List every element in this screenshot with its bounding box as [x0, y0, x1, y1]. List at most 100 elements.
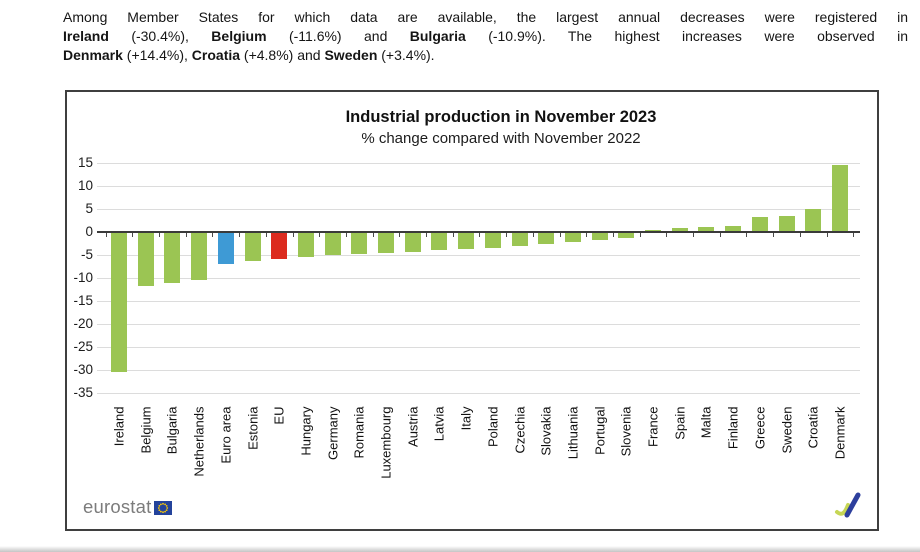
intro-text-segment: (-10.9%). The highest increases were obs…: [465, 28, 908, 44]
bar-luxembourg: [378, 232, 394, 253]
x-axis-tick: [586, 232, 588, 237]
eu-flag-icon: [154, 498, 173, 520]
bar-greece: [751, 217, 768, 232]
x-axis-tick: [399, 232, 401, 237]
bar-austria: [404, 232, 421, 252]
x-label-slovenia: Slovenia: [618, 406, 634, 457]
x-label-croatia: Croatia: [805, 406, 821, 449]
page-bottom-shadow: [0, 546, 920, 552]
x-axis-tick: [746, 232, 748, 237]
intro-text-segment: (+4.8%) and: [240, 47, 325, 63]
x-label-ireland: Ireland: [111, 406, 127, 447]
bar-france: [645, 229, 661, 232]
chart-title: Industrial production in November 2023: [345, 108, 657, 126]
x-axis-tick: [639, 232, 641, 237]
x-axis-tick: [666, 232, 668, 237]
bar-croatia: [805, 209, 822, 232]
x-axis-tick: [853, 232, 855, 237]
x-axis-tick: [239, 232, 241, 237]
x-axis-tick: [799, 232, 801, 237]
bar-netherlands: [191, 232, 208, 281]
x-axis-tick: [452, 232, 454, 237]
bar-slovenia: [618, 232, 635, 238]
bar-hungary: [297, 232, 314, 258]
bar-sweden: [778, 215, 795, 232]
x-axis-tick: [612, 232, 614, 237]
gridline-15: [97, 162, 860, 164]
y-tick-label--25: -25: [73, 338, 93, 354]
gridline--10: [97, 277, 860, 279]
x-axis-tick: [372, 232, 374, 237]
x-label-romania: Romania: [351, 406, 367, 459]
eurostat-wordmark: eurostat: [83, 496, 152, 517]
x-label-czechia: Czechia: [512, 406, 527, 454]
x-axis-tick: [693, 232, 695, 237]
x-label-germany: Germany: [325, 406, 341, 460]
x-label-latvia: Latvia: [431, 406, 447, 442]
chart-box: Industrial production in November 2023 %…: [65, 90, 879, 531]
x-label-luxembourg: Luxembourg: [378, 406, 394, 479]
x-axis-tick: [559, 232, 561, 237]
x-label-hungary: Hungary: [298, 406, 314, 456]
x-axis-tick: [826, 232, 828, 237]
bar-romania: [351, 232, 368, 254]
y-tick-label--10: -10: [73, 269, 93, 285]
x-label-spain: Spain: [672, 406, 688, 440]
bar-denmark: [831, 165, 848, 232]
x-label-sweden: Sweden: [779, 406, 794, 454]
y-tick-label-15: 15: [77, 154, 93, 170]
x-label-austria: Austria: [405, 406, 421, 447]
x-axis-tick: [212, 232, 214, 237]
intro-text-segment: Belgium: [211, 28, 267, 44]
x-axis-tick: [185, 232, 187, 237]
bar-malta: [698, 226, 715, 232]
x-axis-tick: [506, 232, 508, 237]
bar-czechia: [511, 232, 528, 247]
x-label-finland: Finland: [725, 406, 741, 450]
bar-latvia: [431, 232, 448, 251]
x-label-france: France: [645, 406, 661, 447]
eurostat-logo: eurostat: [83, 496, 173, 520]
intro-text-segment: Croatia: [191, 47, 241, 63]
chart-swoosh-icon: [833, 491, 865, 523]
intro-text-segment: Among Member States for which data are a…: [63, 9, 908, 25]
y-tick-label--5: -5: [80, 246, 93, 262]
x-label-malta: Malta: [698, 406, 714, 439]
x-axis-tick: [292, 232, 294, 237]
intro-text-segment: Sweden: [324, 47, 378, 63]
gridline--30: [97, 369, 860, 371]
bar-belgium: [137, 232, 154, 286]
x-label-eu: EU: [271, 406, 287, 425]
x-label-italy: Italy: [458, 406, 474, 431]
x-label-estonia: Estonia: [245, 406, 260, 450]
x-axis-tick: [345, 232, 347, 237]
gridline-10: [97, 185, 860, 187]
bar-finland: [725, 225, 742, 232]
bar-slovakia: [538, 232, 555, 245]
gridline-5: [97, 208, 860, 210]
y-tick-label-10: 10: [77, 177, 93, 193]
bar-italy: [458, 232, 475, 249]
y-tick-label--35: -35: [73, 384, 93, 400]
x-axis-tick: [319, 232, 321, 237]
intro-paragraph: Among Member States for which data are a…: [63, 8, 908, 65]
gridline--15: [97, 300, 860, 302]
intro-text-segment: (-11.6%) and: [266, 28, 410, 44]
intro-text-segment: Bulgaria: [409, 28, 466, 44]
x-label-euro-area: Euro area: [218, 406, 234, 464]
bar-ireland: [111, 232, 127, 373]
intro-text-segment: (+3.4%).: [377, 47, 435, 63]
intro-text-segment: Ireland: [63, 28, 109, 44]
bar-euro-area: [217, 232, 234, 264]
x-axis-tick: [479, 232, 481, 237]
x-axis-tick: [132, 232, 134, 237]
y-tick-label--30: -30: [73, 361, 93, 377]
x-label-portugal: Portugal: [592, 406, 608, 455]
x-axis-tick: [265, 232, 267, 237]
x-axis-tick: [532, 232, 534, 237]
bar-spain: [671, 227, 688, 232]
intro-line: Denmark (+14.4%), Croatia (+4.8%) and Sw…: [63, 46, 908, 65]
gridline--25: [97, 346, 860, 348]
gridline--35: [97, 392, 860, 394]
x-axis-tick: [773, 232, 775, 237]
